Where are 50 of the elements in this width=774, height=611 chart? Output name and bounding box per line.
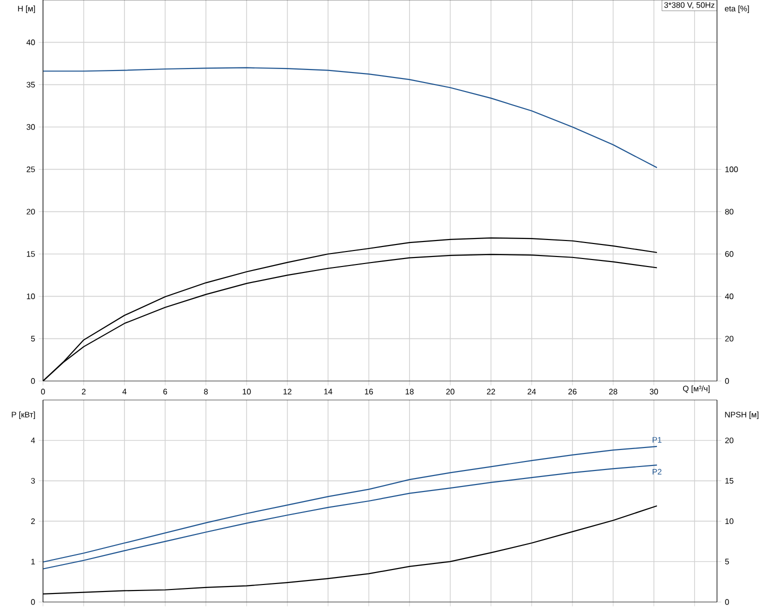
- series-label: P1: [652, 437, 662, 443]
- y2-tick-label: 20: [725, 438, 734, 444]
- y-tick-label: 5: [31, 336, 35, 342]
- y-tick-label: 1: [31, 558, 35, 564]
- y2-tick-label: 0: [725, 599, 729, 605]
- y2-axis-title: eta [%]: [724, 6, 749, 13]
- y-tick-label: 0: [31, 599, 35, 605]
- series-label: P2: [652, 468, 662, 475]
- y-axis-title: P [кВт]: [12, 412, 35, 419]
- y-tick-label: 30: [26, 124, 35, 130]
- y-tick-label: 4: [30, 438, 35, 444]
- x-tick-label: 28: [609, 388, 618, 394]
- y-tick-label: 35: [26, 82, 35, 88]
- x-tick-label: 2: [82, 388, 86, 394]
- x-tick-label: 4: [122, 388, 126, 394]
- y-tick-label: 25: [26, 166, 35, 172]
- y-tick-label: 2: [31, 518, 35, 524]
- x-tick-label: 8: [204, 388, 208, 394]
- y2-tick-label: 60: [725, 251, 734, 257]
- x-tick-label: 20: [446, 388, 454, 394]
- y2-tick-label: 5: [725, 558, 729, 564]
- x-tick-label: 12: [284, 388, 292, 394]
- y2-tick-label: 0: [725, 378, 729, 384]
- x-tick-label: 30: [650, 388, 658, 394]
- y2-tick-label: 40: [724, 294, 734, 300]
- y-axis-title: H [м]: [18, 6, 35, 13]
- x-tick-label: 16: [364, 388, 373, 394]
- x-tick-label: 6: [163, 388, 168, 394]
- line-series: [42, 67, 658, 168]
- y-tick-label: 15: [26, 251, 35, 257]
- x-tick-label: 24: [528, 388, 536, 394]
- x-tick-label: 26: [568, 388, 577, 394]
- x-axis-title: Q [м³/ч]: [683, 386, 710, 393]
- y2-axis-title: NPSH [м]: [725, 412, 758, 419]
- y-tick-label: 0: [31, 378, 35, 384]
- y-tick-label: 40: [26, 40, 35, 46]
- x-tick-label: 10: [242, 388, 251, 394]
- y2-tick-label: 100: [725, 166, 738, 172]
- x-tick-label: 18: [406, 388, 414, 394]
- y2-tick-label: 20: [725, 336, 734, 342]
- y2-tick-label: 15: [725, 478, 734, 484]
- y-tick-label: 20: [26, 208, 35, 214]
- y-tick-label: 3: [31, 478, 35, 484]
- x-tick-label: 0: [41, 388, 45, 394]
- x-tick-label: 22: [486, 388, 496, 394]
- x-tick-label: 14: [324, 388, 332, 394]
- chart-title: 3*380 V, 50Hz: [664, 2, 714, 9]
- y-tick-label: 10: [26, 294, 35, 300]
- y2-tick-label: 80: [725, 208, 734, 214]
- y2-tick-label: 10: [725, 518, 734, 524]
